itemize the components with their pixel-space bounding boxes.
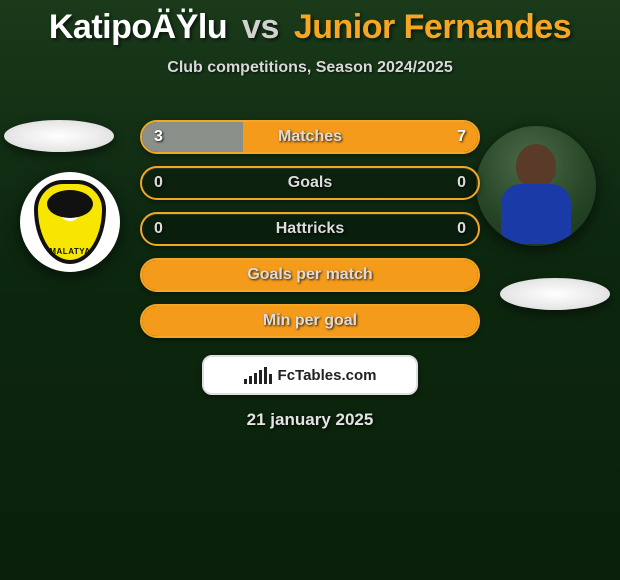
page-title: KatipoÄŸlu vs Junior Fernandes [0, 0, 620, 47]
stat-row: Min per goal [140, 304, 480, 338]
stat-label: Min per goal [263, 312, 357, 330]
stat-label: Matches [278, 128, 342, 146]
stat-value-left: 0 [154, 220, 163, 238]
player2-name: Junior Fernandes [294, 8, 571, 46]
stats-panel: 3 7 Matches 0 0 Goals 0 0 Hattricks Goals per mat… [140, 120, 480, 350]
stat-label: Hattricks [276, 220, 344, 238]
player-silhouette-icon [498, 144, 574, 244]
club-crest-icon [34, 180, 106, 264]
source-watermark: FcTables.com [202, 355, 418, 395]
stat-value-right: 0 [457, 174, 466, 192]
stat-label: Goals [288, 174, 332, 192]
stat-value-right: 0 [457, 220, 466, 238]
snapshot-date: 21 january 2025 [0, 410, 620, 430]
watermark-text: FcTables.com [278, 367, 377, 384]
stat-row: 0 0 Goals [140, 166, 480, 200]
player2-placeholder-oval [500, 278, 610, 310]
player1-club-crest [20, 172, 120, 272]
player1-name: KatipoÄŸlu [49, 8, 227, 46]
vs-separator: vs [242, 8, 279, 46]
player2-photo [476, 126, 596, 246]
stat-value-left: 0 [154, 174, 163, 192]
stat-value-right: 7 [457, 128, 466, 146]
stat-row: Goals per match [140, 258, 480, 292]
stat-row: 0 0 Hattricks [140, 212, 480, 246]
bar-chart-icon [244, 366, 272, 384]
subtitle: Club competitions, Season 2024/2025 [0, 59, 620, 77]
stat-label: Goals per match [247, 266, 372, 284]
stat-row: 3 7 Matches [140, 120, 480, 154]
comparison-card: KatipoÄŸlu vs Junior Fernandes Club comp… [0, 0, 620, 580]
player1-placeholder-oval [4, 120, 114, 152]
stat-value-left: 3 [154, 128, 163, 146]
